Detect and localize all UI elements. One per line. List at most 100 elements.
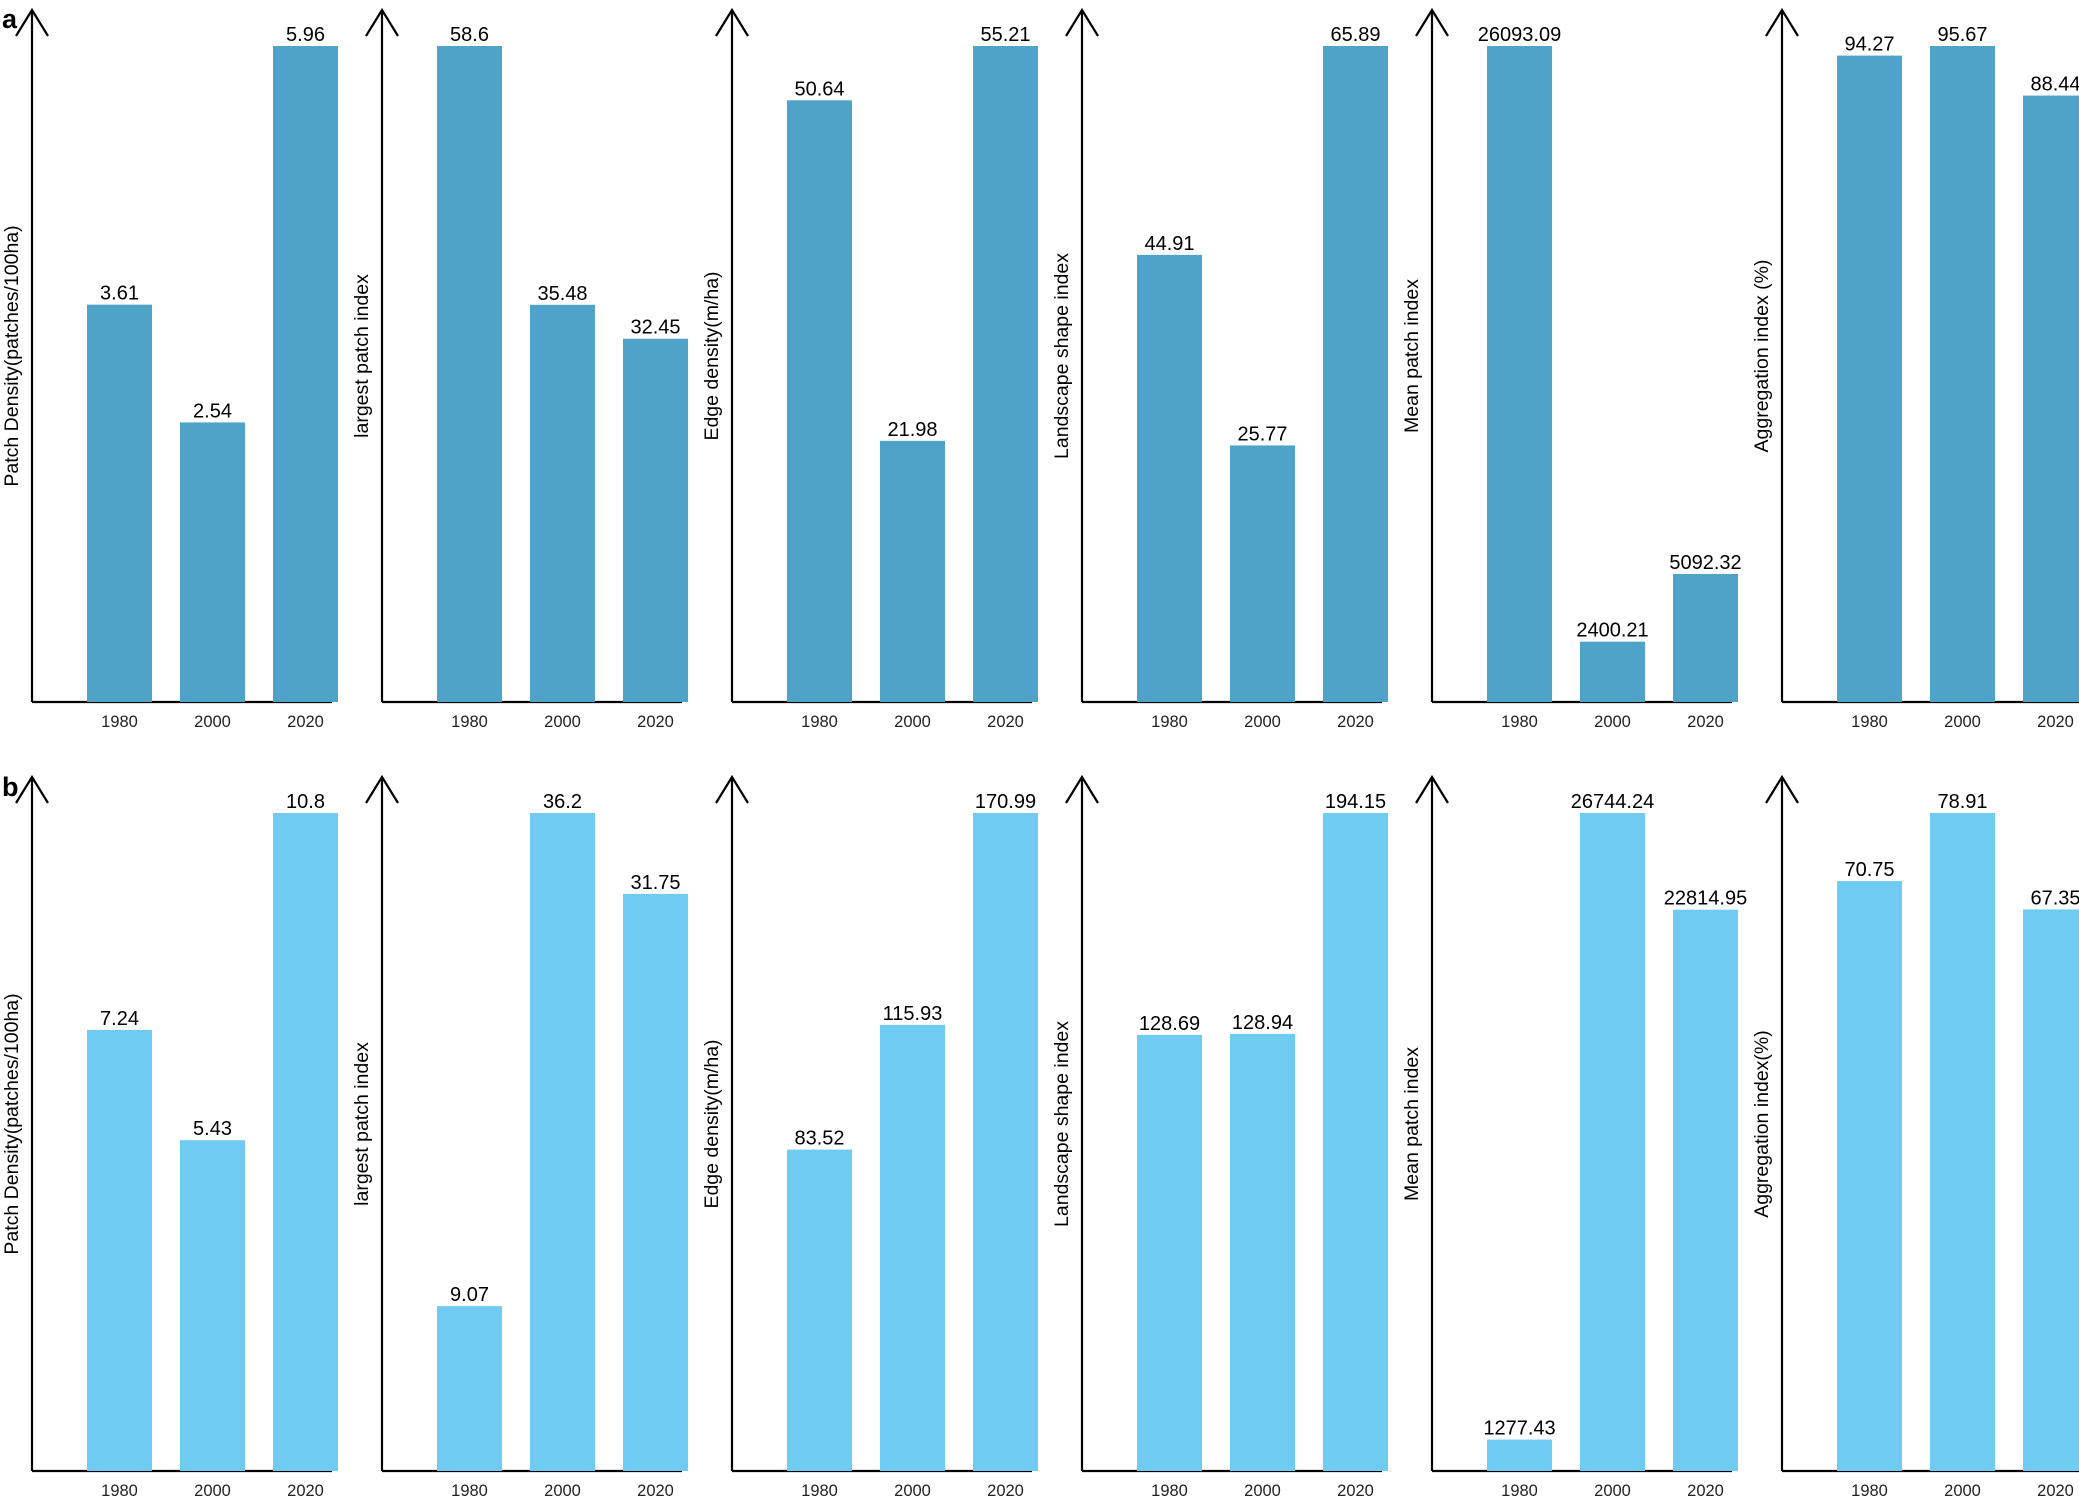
x-tick-label-1980: 1980 [1851,1482,1888,1500]
bar-2020 [1323,813,1388,1471]
bar-2000 [1580,641,1645,702]
x-tick-label-2020: 2020 [637,1482,674,1500]
bar-2020 [2023,909,2079,1471]
bar-2020 [1673,909,1738,1471]
x-tick-label-1980: 1980 [451,713,488,731]
y-axis-arrowhead [1765,7,1799,37]
bar-2020 [973,813,1038,1471]
data-label-2000: 26744.24 [1571,791,1654,813]
bar-2000 [1930,46,1995,702]
data-label-1980: 9.07 [450,1284,489,1306]
bar-2020 [973,46,1038,702]
bar-2000 [880,440,945,702]
data-label-1980: 26093.09 [1478,24,1561,46]
x-tick-label-2020: 2020 [2037,1482,2074,1500]
data-label-2020: 10.8 [286,791,325,813]
chart-panel-b-6: Aggregation index(%) 70.75 1980 78.91 2000 67… [1751,774,2079,1500]
x-tick-label-1980: 1980 [1151,713,1188,731]
y-axis-arrowhead [1415,7,1449,37]
data-label-2000: 35.48 [537,283,587,305]
y-axis-label: Aggregation index(%) [1751,1030,1773,1218]
y-axis-arrowhead [1765,774,1799,804]
bar-1980 [437,46,502,702]
y-axis-label: largest patch index [351,274,373,438]
bar-1980 [1487,1439,1552,1471]
chart-panel-a-3: Edge density(m/ha) 50.64 1980 21.98 2000 55.2… [701,7,1038,731]
x-tick-label-1980: 1980 [1501,713,1538,731]
x-tick-label-1980: 1980 [801,713,838,731]
x-tick-label-2000: 2000 [1244,1482,1281,1500]
bar-2000 [1230,1034,1295,1471]
x-tick-label-2000: 2000 [1594,713,1631,731]
data-label-1980: 58.6 [450,24,489,46]
bar-2000 [1230,445,1295,702]
data-label-2020: 22814.95 [1664,888,1747,910]
chart-panel-b-2: largest patch index 9.07 1980 36.2 2000 31.75… [351,774,688,1500]
data-label-2000: 25.77 [1237,423,1287,445]
data-label-2000: 115.93 [883,1003,943,1025]
data-label-1980: 3.61 [100,283,139,305]
bar-1980 [1837,881,1902,1471]
bar-2000 [530,304,595,702]
chart-panel-a-5: Mean patch index 26093.09 1980 2400.21 2000 5… [1401,7,1742,731]
bar-2000 [180,1140,245,1471]
x-tick-label-1980: 1980 [451,1482,488,1500]
data-label-2020: 5.96 [286,24,325,46]
x-tick-label-2000: 2000 [894,713,931,731]
chart-panel-a-6: Aggregation index (%) 94.27 1980 95.67 2000 8… [1751,7,2079,731]
data-label-2020: 88.44 [2030,74,2079,96]
bar-2000 [180,422,245,702]
data-label-2020: 31.75 [630,872,680,894]
x-tick-label-1980: 1980 [101,713,138,731]
data-label-2020: 65.89 [1330,24,1380,46]
data-label-2020: 67.35 [2030,887,2079,909]
x-tick-label-2000: 2000 [894,1482,931,1500]
x-tick-label-1980: 1980 [101,1482,138,1500]
data-label-2020: 194.15 [1325,791,1386,813]
y-axis-arrowhead [15,7,49,37]
x-tick-label-2000: 2000 [1944,713,1981,731]
x-tick-label-1980: 1980 [801,1482,838,1500]
data-label-1980: 128.69 [1139,1013,1200,1035]
x-tick-label-2020: 2020 [287,1482,324,1500]
y-axis-label: Landscape shape index [1051,253,1073,459]
x-tick-label-1980: 1980 [1151,1482,1188,1500]
y-axis-arrowhead [365,774,399,804]
bar-2000 [530,813,595,1471]
x-tick-label-2020: 2020 [287,713,324,731]
y-axis-arrowhead [1065,774,1099,804]
x-tick-label-2000: 2000 [194,713,231,731]
chart-panel-b-3: Edge density(m/ha) 83.52 1980 115.93 2000 170… [701,774,1038,1500]
data-label-2020: 32.45 [630,317,680,339]
bar-1980 [1487,46,1552,702]
y-axis-label: Edge density(m/ha) [701,1039,723,1208]
x-tick-label-2020: 2020 [1337,713,1374,731]
y-axis-label: Mean patch index [1401,279,1423,433]
x-tick-label-2000: 2000 [1944,1482,1981,1500]
x-tick-label-2000: 2000 [1594,1482,1631,1500]
bar-1980 [437,1306,502,1471]
bar-2020 [2023,95,2079,702]
data-label-2000: 78.91 [1937,791,1987,813]
bar-2020 [623,338,688,702]
bar-1980 [1137,1034,1202,1471]
bar-2020 [623,893,688,1471]
y-axis-label: Aggregation index (%) [1751,260,1773,453]
data-label-2000: 36.2 [543,791,582,813]
data-label-2020: 55.21 [980,24,1030,46]
bar-2020 [1323,46,1388,702]
x-tick-label-1980: 1980 [1501,1482,1538,1500]
bar-2020 [273,46,338,702]
x-tick-label-2020: 2020 [987,1482,1024,1500]
y-axis-arrowhead [1415,774,1449,804]
bar-2000 [1930,813,1995,1471]
bar-1980 [787,1149,852,1471]
x-tick-label-1980: 1980 [1851,713,1888,731]
y-axis-arrowhead [1065,7,1099,37]
y-axis-label: Patch Density(patches/100ha) [1,225,23,486]
data-label-1980: 7.24 [100,1008,139,1030]
y-axis-arrowhead [715,7,749,37]
bar-1980 [87,1029,152,1471]
x-tick-label-2020: 2020 [2037,713,2074,731]
